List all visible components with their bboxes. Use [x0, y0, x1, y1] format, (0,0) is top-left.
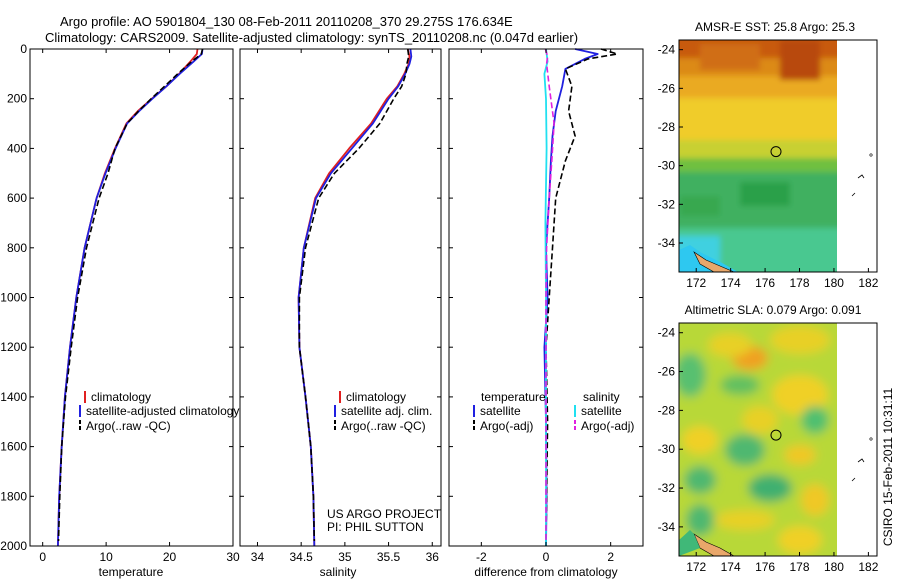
depth-tick-label: 1200	[0, 340, 27, 354]
map1-lat-tick-label: -26	[658, 81, 676, 95]
map1-lon-tick-label: 174	[721, 276, 741, 290]
sst-map-panel: AMSR-E SST: 25.8 Argo: 25.3	[658, 20, 879, 290]
legend-header-salinity: salinity	[583, 390, 620, 404]
legend-label-argo-raw: Argo(..raw -QC)	[86, 419, 171, 433]
sal-series-satellite-adj-clim	[297, 48, 413, 547]
legend-label-satellite-adjusted: satellite-adjusted climatology	[86, 404, 239, 418]
temp-xtick-label: 30	[226, 550, 240, 564]
map1-lon-tick-label: 180	[824, 276, 844, 290]
map1-lon-tick-label: 172	[686, 276, 706, 290]
depth-tick-label: 0	[20, 42, 27, 56]
map2-lat-tick-label: -32	[658, 481, 676, 495]
depth-tick-label: 400	[7, 141, 27, 155]
sst-map-field	[679, 40, 837, 272]
diff-series-satellite-salinity	[543, 48, 549, 546]
sla-map-field	[679, 323, 837, 556]
map1-lat-tick-label: -32	[658, 197, 676, 211]
temperature-xlabel: temperature	[99, 565, 164, 579]
difference-panel: -2 0 2 difference from climatology tempera…	[448, 48, 644, 579]
temp-xtick-label: 10	[99, 550, 113, 564]
depth-tick-label: 800	[7, 241, 27, 255]
temp-xtick-label: 20	[163, 550, 177, 564]
diff-series-argo-adj-temperature	[545, 48, 618, 542]
sla-map-title: Altimetric SLA: 0.079 Argo: 0.091	[685, 303, 862, 317]
diff-xtick-label: -2	[476, 550, 487, 564]
salinity-xlabel: salinity	[320, 565, 357, 579]
map2-lon-tick-label: 176	[755, 560, 775, 574]
temp-series-satellite-adjusted-climatology	[57, 48, 204, 547]
depth-tick-label: 600	[7, 191, 27, 205]
sal-series-climatology	[297, 48, 411, 547]
temp-series-argo-raw-qc	[57, 48, 204, 542]
map2-lat-tick-label: -30	[658, 442, 676, 456]
legend-label-satellite-adj: satellite adj. clim.	[341, 404, 432, 418]
sla-map-islands	[851, 437, 873, 482]
map2-lon-tick-label: 180	[824, 560, 844, 574]
sla-argo-location-marker	[770, 429, 782, 441]
map2-lon-tick-label: 182	[858, 560, 878, 574]
sst-map-islands	[851, 153, 873, 197]
legend-label-climatology: climatology	[346, 390, 406, 404]
figure-title-line1: Argo profile: AO 5901804_130 08-Feb-2011…	[60, 14, 513, 29]
diff-xtick-label: 2	[607, 550, 614, 564]
depth-tick-label: 1000	[0, 291, 27, 305]
map2-lon-tick-label: 174	[721, 560, 741, 574]
sal-xtick-label: 35.5	[377, 550, 401, 564]
sal-xtick-label: 35	[338, 550, 352, 564]
depth-tick-label: 2000	[0, 539, 27, 553]
project-label: US ARGO PROJECT	[327, 507, 442, 521]
map2-lat-tick-label: -28	[658, 403, 676, 417]
sst-map-frame	[678, 39, 878, 273]
depth-tick-label: 1400	[0, 390, 27, 404]
diff-series-argo-adj-salinity	[544, 48, 555, 541]
map1-lon-tick-label: 178	[790, 276, 810, 290]
sal-series-argo-raw-qc	[298, 48, 410, 542]
legend-label-temp-satellite: satellite	[480, 404, 521, 418]
legend-label-sal-satellite: satellite	[581, 404, 622, 418]
map2-lat-tick-label: -24	[658, 326, 676, 340]
map2-lon-tick-label: 172	[686, 560, 706, 574]
map1-lon-tick-label: 176	[755, 276, 775, 290]
sal-xtick-label: 36	[426, 550, 440, 564]
temperature-legend: climatology satellite-adjusted climatolo…	[79, 390, 239, 433]
legend-label-climatology: climatology	[91, 390, 151, 404]
pi-label: PI: PHIL SUTTON	[327, 520, 424, 534]
figure-title-line2: Climatology: CARS2009. Satellite-adjuste…	[45, 30, 578, 45]
legend-label-argo-raw: Argo(..raw -QC)	[341, 419, 426, 433]
temperature-panel: 0 10 20 30 0 200 400 600 800 1000 1200 1400 1600 180…	[0, 42, 240, 579]
map1-lat-tick-label: -24	[658, 43, 676, 57]
salinity-panel: 34 34.5 35 35.5 36 salinity climatology sate…	[239, 48, 442, 579]
sst-map-title: AMSR-E SST: 25.8 Argo: 25.3	[695, 20, 855, 34]
map1-lat-tick-label: -30	[658, 159, 676, 173]
salinity-legend: climatology satellite adj. clim. Argo(..…	[334, 390, 432, 433]
sla-map-panel: Altimetric SLA: 0.079 Argo: 0.091	[658, 303, 879, 574]
temp-xtick-label: 0	[39, 550, 46, 564]
map1-lat-tick-label: -28	[658, 120, 676, 134]
difference-legend: temperature salinity satellite Argo(-adj…	[473, 390, 634, 433]
map2-lon-tick-label: 178	[790, 560, 810, 574]
legend-label-temp-argo: Argo(-adj)	[480, 419, 533, 433]
timestamp-label: CSIRO 15-Feb-2011 10:31:11	[881, 388, 895, 547]
legend-header-temperature: temperature	[481, 390, 546, 404]
sla-map-frame	[678, 322, 878, 557]
map1-lon-tick-label: 182	[858, 276, 878, 290]
depth-tick-label: 1800	[0, 489, 27, 503]
map2-lat-tick-label: -26	[658, 365, 676, 379]
diff-xtick-label: 0	[543, 550, 550, 564]
sal-xtick-label: 34.5	[289, 550, 313, 564]
map2-lat-tick-label: -34	[658, 520, 676, 534]
map1-lat-tick-label: -34	[658, 236, 676, 250]
depth-tick-label: 200	[7, 92, 27, 106]
sst-argo-location-marker	[770, 146, 782, 158]
legend-label-sal-argo: Argo(-adj)	[581, 419, 634, 433]
difference-xlabel: difference from climatology	[474, 565, 617, 579]
depth-tick-label: 1600	[0, 440, 27, 454]
sal-xtick-label: 34	[251, 550, 265, 564]
salinity-axes-frame	[239, 48, 442, 547]
